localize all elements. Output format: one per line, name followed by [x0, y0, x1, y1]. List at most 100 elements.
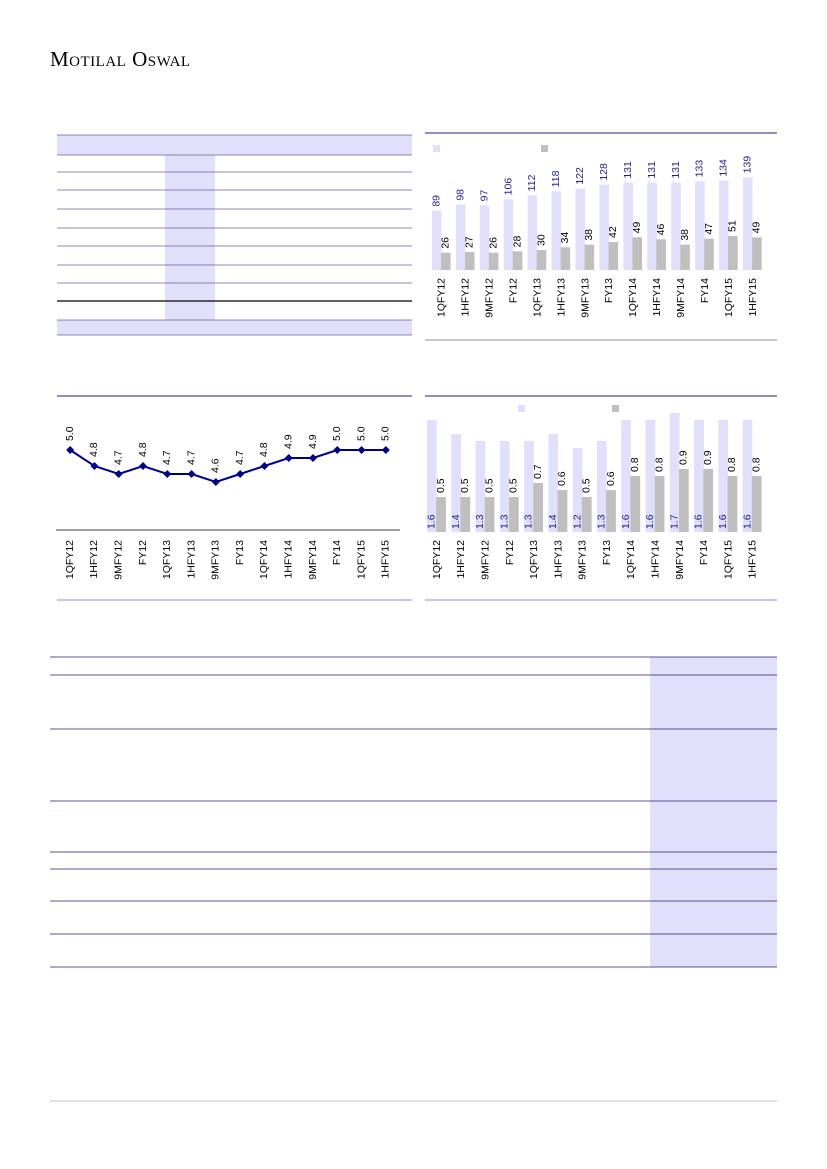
value-label: 98 — [454, 189, 466, 201]
value-label: 4.8 — [258, 442, 270, 457]
value-label: 1.6 — [426, 514, 438, 529]
marker — [260, 462, 269, 470]
value-label: 0.8 — [653, 457, 665, 472]
bar — [742, 177, 753, 270]
x-tick-label: 1HFY14 — [651, 278, 663, 317]
marker — [211, 478, 220, 486]
x-tick-label: 1QFY14 — [258, 540, 270, 579]
bar — [630, 476, 641, 532]
value-label: 4.8 — [137, 442, 149, 457]
value-label: 38 — [583, 229, 595, 241]
value-label: 26 — [440, 237, 452, 249]
x-tick-label: FY12 — [137, 540, 149, 565]
value-label: 1.6 — [620, 514, 632, 529]
bar — [431, 210, 442, 270]
value-label: 89 — [430, 195, 442, 207]
bar — [742, 420, 753, 532]
value-label: 0.8 — [751, 457, 763, 472]
value-label: 0.5 — [435, 478, 447, 493]
value-label: 0.5 — [508, 478, 520, 493]
value-label: 1.4 — [450, 514, 462, 529]
bar — [694, 420, 704, 532]
bar — [679, 469, 689, 532]
bar — [484, 497, 495, 532]
bar — [499, 441, 510, 532]
value-label: 1.7 — [668, 514, 680, 529]
bar — [621, 420, 631, 532]
bar — [584, 244, 595, 270]
value-label: 5.0 — [380, 426, 392, 441]
bar — [475, 441, 486, 532]
x-tick-label: 1HFY15 — [747, 540, 759, 579]
bar — [645, 420, 656, 532]
chart-frames — [57, 132, 777, 601]
value-label: 5.0 — [331, 426, 343, 441]
value-label: 51 — [727, 220, 739, 232]
value-label: 0.5 — [483, 478, 495, 493]
bar — [557, 490, 568, 532]
x-tick-label: 1HFY15 — [747, 278, 759, 317]
bar — [451, 434, 461, 532]
value-label: 1.4 — [547, 514, 559, 529]
value-label: 46 — [655, 223, 667, 235]
value-label: 118 — [550, 170, 562, 187]
value-label: 5.0 — [64, 426, 76, 441]
x-tick-label: 9MFY13 — [577, 540, 589, 580]
bar — [728, 236, 738, 270]
x-tick-label: 1HFY14 — [649, 540, 661, 579]
value-label: 4.7 — [185, 450, 197, 465]
bar — [581, 497, 592, 532]
marker — [284, 454, 293, 462]
bar — [524, 441, 534, 532]
value-label: 4.7 — [161, 450, 173, 465]
table-bottom — [50, 656, 777, 968]
x-tick-label: FY13 — [601, 540, 613, 565]
x-tick-label: 1QFY14 — [625, 540, 637, 579]
marker — [357, 446, 366, 454]
bar — [533, 483, 544, 532]
bar — [718, 420, 729, 532]
bar — [460, 497, 471, 532]
bar — [572, 448, 583, 532]
value-label: 0.9 — [678, 450, 690, 465]
x-tick-label: 1QFY13 — [531, 278, 543, 317]
value-label: 122 — [574, 167, 586, 185]
value-label: 128 — [598, 163, 610, 181]
line — [69, 449, 386, 484]
bar — [608, 242, 619, 270]
value-label: 0.5 — [459, 478, 471, 493]
value-label: 131 — [646, 161, 658, 179]
bar — [671, 182, 681, 270]
value-label: 47 — [703, 223, 715, 235]
bar — [647, 182, 657, 270]
value-label: 0.9 — [702, 450, 714, 465]
x-tick-label: 9MFY12 — [112, 540, 124, 580]
x-tick-label: 1QFY15 — [722, 540, 734, 579]
legend-swatch — [541, 145, 548, 152]
bar — [669, 413, 680, 532]
value-label: 1.2 — [571, 514, 583, 529]
bar — [479, 205, 490, 270]
value-label: 4.7 — [112, 450, 124, 465]
bar — [719, 180, 729, 270]
bar — [703, 469, 714, 532]
value-label: 5.0 — [355, 426, 367, 441]
bar — [575, 188, 586, 270]
value-label: 27 — [464, 236, 476, 248]
bar — [656, 239, 666, 270]
x-tick-label: FY13 — [603, 278, 615, 303]
x-tick-label: 1QFY15 — [723, 278, 735, 317]
value-label: 49 — [751, 221, 763, 233]
marker — [139, 462, 147, 470]
x-tick-label: 9MFY13 — [579, 278, 591, 318]
x-tick-label: 9MFY14 — [674, 540, 686, 580]
bar — [606, 490, 616, 532]
value-label: 28 — [511, 235, 523, 247]
table-top-left — [57, 134, 412, 336]
value-label: 1.6 — [717, 514, 729, 529]
value-label: 131 — [622, 161, 634, 179]
value-label: 134 — [718, 159, 730, 177]
value-label: 106 — [502, 178, 514, 196]
bar — [632, 237, 643, 270]
value-label: 133 — [694, 160, 706, 178]
